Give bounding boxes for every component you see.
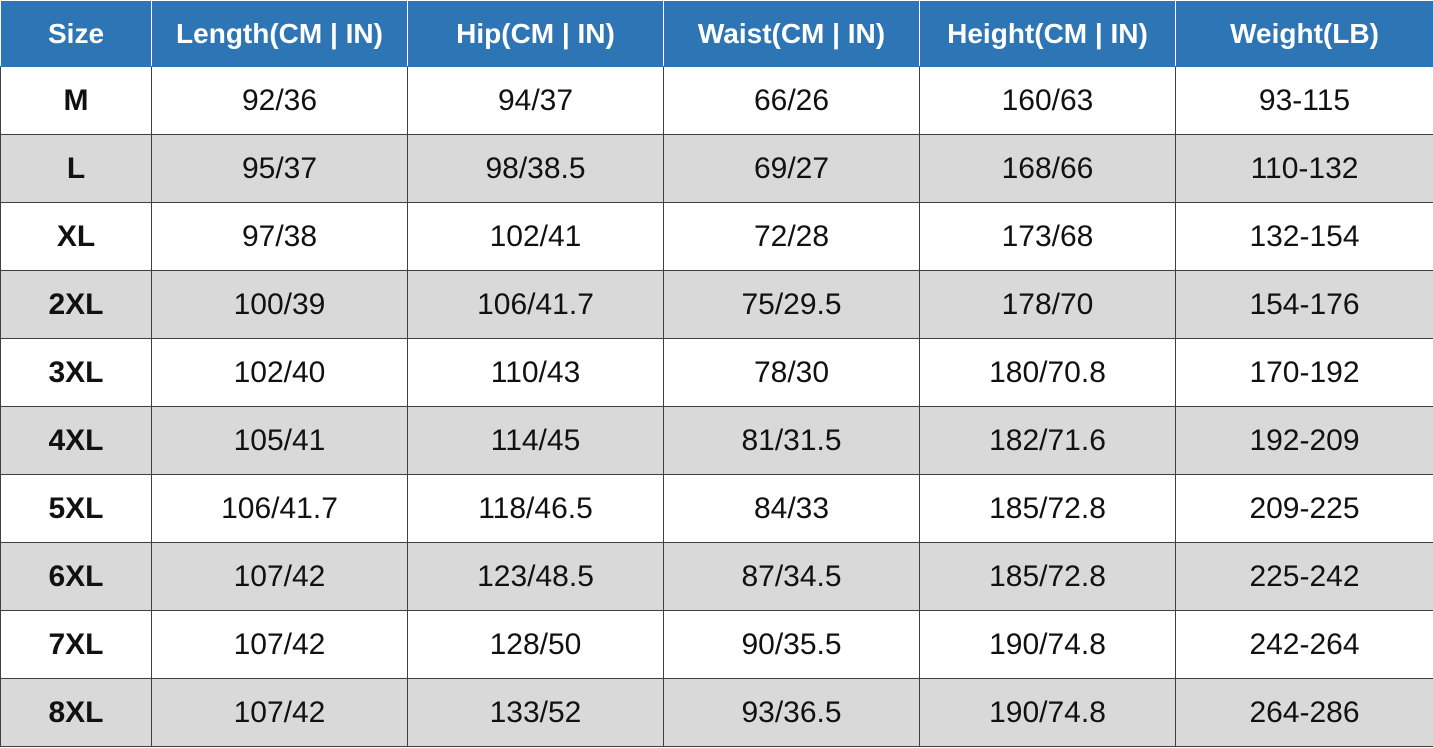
value-cell: 92/36 xyxy=(151,66,408,135)
value-cell: 185/72.8 xyxy=(919,474,1176,543)
value-cell: 110-132 xyxy=(1175,134,1433,203)
value-cell: 100/39 xyxy=(151,270,408,339)
value-cell: 78/30 xyxy=(663,338,920,407)
size-cell: 8XL xyxy=(0,678,152,747)
value-cell: 133/52 xyxy=(407,678,664,747)
value-cell: 180/70.8 xyxy=(919,338,1176,407)
header-cell: Waist(CM | IN) xyxy=(663,0,920,67)
value-cell: 170-192 xyxy=(1175,338,1433,407)
table-row: 5XL 106/41.7 118/46.5 84/33 185/72.8 209-225 xyxy=(0,474,1433,543)
size-cell: XL xyxy=(0,202,152,271)
value-cell: 93-115 xyxy=(1175,66,1433,135)
value-cell: 190/74.8 xyxy=(919,678,1176,747)
value-cell: 178/70 xyxy=(919,270,1176,339)
header-cell: Weight(LB) xyxy=(1175,0,1433,67)
value-cell: 168/66 xyxy=(919,134,1176,203)
value-cell: 225-242 xyxy=(1175,542,1433,611)
value-cell: 132-154 xyxy=(1175,202,1433,271)
value-cell: 160/63 xyxy=(919,66,1176,135)
size-cell: L xyxy=(0,134,152,203)
value-cell: 123/48.5 xyxy=(407,542,664,611)
value-cell: 128/50 xyxy=(407,610,664,679)
value-cell: 81/31.5 xyxy=(663,406,920,475)
value-cell: 105/41 xyxy=(151,406,408,475)
value-cell: 154-176 xyxy=(1175,270,1433,339)
table-body: M 92/36 94/37 66/26 160/63 93-115 L 95/37 98/38.… xyxy=(0,66,1433,747)
value-cell: 190/74.8 xyxy=(919,610,1176,679)
value-cell: 107/42 xyxy=(151,678,408,747)
value-cell: 102/40 xyxy=(151,338,408,407)
table-row: L 95/37 98/38.5 69/27 168/66 110-132 xyxy=(0,134,1433,203)
size-cell: M xyxy=(0,66,152,135)
header-cell: Size xyxy=(0,0,152,67)
value-cell: 90/35.5 xyxy=(663,610,920,679)
value-cell: 110/43 xyxy=(407,338,664,407)
value-cell: 93/36.5 xyxy=(663,678,920,747)
table-row: 8XL 107/42 133/52 93/36.5 190/74.8 264-286 xyxy=(0,678,1433,747)
table-row: 2XL 100/39 106/41.7 75/29.5 178/70 154-176 xyxy=(0,270,1433,339)
table-row: M 92/36 94/37 66/26 160/63 93-115 xyxy=(0,66,1433,135)
table-row: 3XL 102/40 110/43 78/30 180/70.8 170-192 xyxy=(0,338,1433,407)
table-row: XL 97/38 102/41 72/28 173/68 132-154 xyxy=(0,202,1433,271)
header-cell: Height(CM | IN) xyxy=(919,0,1176,67)
value-cell: 87/34.5 xyxy=(663,542,920,611)
header-cell: Hip(CM | IN) xyxy=(407,0,664,67)
value-cell: 72/28 xyxy=(663,202,920,271)
value-cell: 95/37 xyxy=(151,134,408,203)
table-row: 7XL 107/42 128/50 90/35.5 190/74.8 242-264 xyxy=(0,610,1433,679)
value-cell: 94/37 xyxy=(407,66,664,135)
value-cell: 185/72.8 xyxy=(919,542,1176,611)
value-cell: 264-286 xyxy=(1175,678,1433,747)
value-cell: 107/42 xyxy=(151,542,408,611)
value-cell: 98/38.5 xyxy=(407,134,664,203)
value-cell: 102/41 xyxy=(407,202,664,271)
value-cell: 173/68 xyxy=(919,202,1176,271)
value-cell: 107/42 xyxy=(151,610,408,679)
value-cell: 69/27 xyxy=(663,134,920,203)
size-cell: 3XL xyxy=(0,338,152,407)
value-cell: 192-209 xyxy=(1175,406,1433,475)
table-header: Size Length(CM | IN) Hip(CM | IN) Waist(CM … xyxy=(0,0,1433,67)
size-cell: 4XL xyxy=(0,406,152,475)
value-cell: 84/33 xyxy=(663,474,920,543)
size-cell: 7XL xyxy=(0,610,152,679)
size-cell: 5XL xyxy=(0,474,152,543)
value-cell: 118/46.5 xyxy=(407,474,664,543)
size-cell: 6XL xyxy=(0,542,152,611)
size-cell: 2XL xyxy=(0,270,152,339)
value-cell: 75/29.5 xyxy=(663,270,920,339)
value-cell: 114/45 xyxy=(407,406,664,475)
value-cell: 209-225 xyxy=(1175,474,1433,543)
value-cell: 242-264 xyxy=(1175,610,1433,679)
value-cell: 97/38 xyxy=(151,202,408,271)
table-row: 4XL 105/41 114/45 81/31.5 182/71.6 192-209 xyxy=(0,406,1433,475)
header-cell: Length(CM | IN) xyxy=(151,0,408,67)
value-cell: 66/26 xyxy=(663,66,920,135)
value-cell: 106/41.7 xyxy=(407,270,664,339)
value-cell: 182/71.6 xyxy=(919,406,1176,475)
table-row: 6XL 107/42 123/48.5 87/34.5 185/72.8 225-242 xyxy=(0,542,1433,611)
header-row: Size Length(CM | IN) Hip(CM | IN) Waist(CM … xyxy=(0,0,1433,67)
value-cell: 106/41.7 xyxy=(151,474,408,543)
